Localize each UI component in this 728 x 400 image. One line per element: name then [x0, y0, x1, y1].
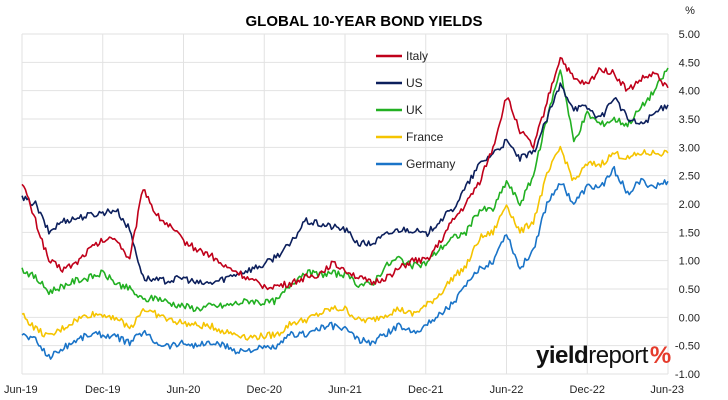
y-tick-label: 5.00	[679, 29, 700, 41]
legend-item-us: US	[376, 76, 423, 90]
series-line-us	[21, 82, 669, 286]
y-tick-label: -1.00	[675, 369, 700, 381]
axis-ticks: 5.00 4.50 4.00 3.50 3.00 2.50 2.00 1.50 1.00 0.50…	[4, 29, 700, 396]
chart-title: GLOBAL 10-YEAR BOND YIELDS	[246, 13, 483, 30]
logo-text-yield: yield	[536, 342, 589, 369]
legend: Italy US UK France Germany	[376, 49, 455, 171]
y-tick-label: 2.00	[679, 199, 700, 211]
legend-label: UK	[406, 103, 423, 117]
legend-label: Italy	[406, 49, 428, 63]
y-tick-label: 0.50	[679, 284, 700, 296]
x-tick-label: Jun-22	[490, 384, 524, 396]
legend-label: France	[406, 130, 444, 144]
x-tick-label: Dec-22	[570, 384, 605, 396]
x-tick-label: Jun-21	[328, 384, 362, 396]
legend-item-uk: UK	[376, 103, 423, 117]
logo-text-report: report	[588, 342, 648, 369]
y-tick-label: 1.00	[679, 256, 700, 268]
series-line-germany	[21, 165, 669, 360]
logo-percent-icon: %	[649, 342, 671, 369]
y-tick-label: 4.50	[679, 57, 700, 69]
y-tick-label: -0.50	[675, 341, 700, 353]
legend-item-france: France	[376, 130, 444, 144]
y-axis-unit-label: %	[685, 5, 695, 17]
y-tick-label: 3.00	[679, 142, 700, 154]
legend-label: Germany	[406, 157, 455, 171]
grid-lines	[21, 33, 669, 375]
series-lines	[21, 56, 669, 360]
y-tick-label: 3.50	[679, 114, 700, 126]
x-tick-label: Dec-20	[247, 384, 282, 396]
y-tick-label: 1.50	[679, 227, 700, 239]
y-tick-label: 4.00	[679, 86, 700, 98]
legend-item-italy: Italy	[376, 49, 428, 63]
legend-label: US	[406, 76, 423, 90]
y-tick-label: 2.50	[679, 171, 700, 183]
x-tick-label: Dec-21	[408, 384, 443, 396]
series-line-italy	[21, 56, 669, 291]
yieldreport-logo: yieldreport%	[536, 342, 671, 370]
x-tick-label: Jun-20	[167, 384, 201, 396]
series-line-france	[21, 145, 669, 341]
y-tick-label: 0.00	[679, 312, 700, 324]
legend-item-germany: Germany	[376, 157, 455, 171]
x-tick-label: Jun-23	[650, 384, 684, 396]
x-tick-label: Jun-19	[4, 384, 38, 396]
x-tick-label: Dec-19	[85, 384, 120, 396]
